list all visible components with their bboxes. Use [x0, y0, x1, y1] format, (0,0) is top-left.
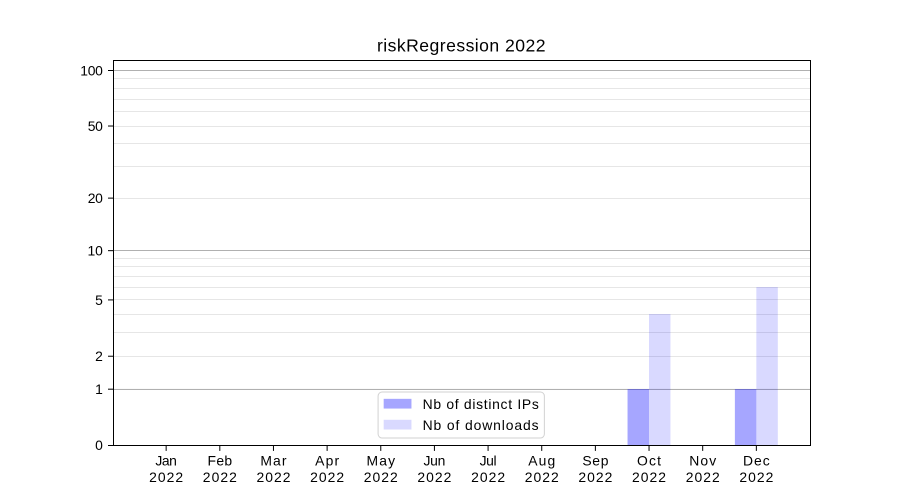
svg-text:2022: 2022 — [364, 469, 398, 485]
svg-text:Jul: Jul — [480, 453, 497, 469]
svg-text:2022: 2022 — [739, 469, 773, 485]
svg-text:2022: 2022 — [310, 469, 344, 485]
svg-text:Mar: Mar — [260, 453, 287, 469]
svg-text:Jun: Jun — [424, 453, 446, 469]
svg-text:0: 0 — [95, 437, 103, 453]
svg-text:Nov: Nov — [689, 453, 716, 469]
svg-text:2022: 2022 — [203, 469, 237, 485]
svg-text:Apr: Apr — [315, 453, 339, 469]
svg-text:Oct: Oct — [637, 453, 661, 469]
svg-text:2022: 2022 — [471, 469, 505, 485]
svg-text:5: 5 — [95, 292, 103, 308]
svg-text:20: 20 — [88, 190, 103, 206]
svg-text:Sep: Sep — [582, 453, 608, 469]
svg-text:riskRegression 2022: riskRegression 2022 — [377, 36, 546, 56]
svg-text:Nb of distinct IPs: Nb of distinct IPs — [423, 396, 539, 412]
svg-text:2022: 2022 — [256, 469, 290, 485]
svg-text:2022: 2022 — [578, 469, 612, 485]
svg-text:2022: 2022 — [686, 469, 720, 485]
svg-text:2022: 2022 — [632, 469, 666, 485]
svg-text:10: 10 — [87, 243, 103, 259]
svg-text:Aug: Aug — [528, 453, 555, 469]
svg-text:Feb: Feb — [208, 453, 233, 469]
svg-text:Nb of downloads: Nb of downloads — [423, 417, 539, 433]
svg-text:100: 100 — [80, 63, 103, 79]
svg-text:Dec: Dec — [743, 453, 770, 469]
svg-text:50: 50 — [88, 118, 103, 134]
svg-text:1: 1 — [95, 381, 103, 397]
svg-text:May: May — [366, 453, 395, 469]
svg-text:2022: 2022 — [525, 469, 559, 485]
svg-text:Jan: Jan — [155, 453, 177, 469]
svg-text:2: 2 — [95, 348, 103, 364]
svg-text:2022: 2022 — [149, 469, 183, 485]
svg-text:2022: 2022 — [417, 469, 451, 485]
